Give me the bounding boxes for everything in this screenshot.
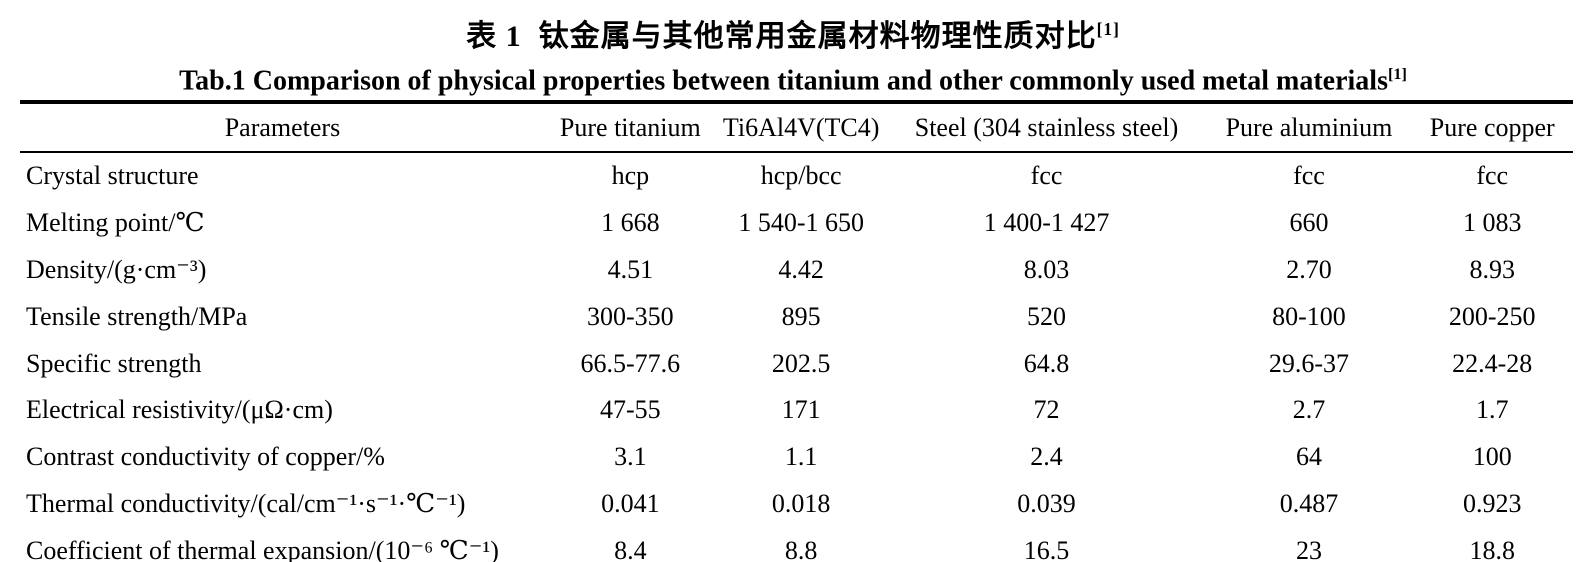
value-cell-steel-304-stainless-steel: 16.5 (1023, 535, 1070, 562)
value-cell-steel-304-stainless-steel: 64.8 (1023, 348, 1070, 378)
value-cell-steel-304-stainless-steel: 520 (1027, 301, 1067, 331)
value-cell-pure-titanium: 66.5-77.6 (580, 348, 681, 378)
value-cell-pure-copper: 18.8 (1469, 535, 1515, 562)
parameter-cell: Coefficient of thermal expansion/(10⁻⁶ ℃… (26, 535, 499, 562)
value-cell-steel-304-stainless-steel: 72 (1033, 395, 1060, 425)
value-cell-pure-aluminium: 80-100 (1272, 301, 1346, 331)
value-cell-steel-304-stainless-steel: 0.039 (1017, 488, 1076, 518)
parameter-cell: Density/(g·cm⁻³) (26, 254, 207, 284)
column-header-pure-aluminium: Pure aluminium (1225, 112, 1393, 142)
value-cell-ti6al4v-tc4: 202.5 (771, 348, 831, 378)
parameter-cell: Specific strength (26, 348, 202, 378)
citation-marker: [1] (1387, 65, 1407, 83)
value-cell-steel-304-stainless-steel: 2.4 (1030, 442, 1063, 472)
table-header-row: Parameters Pure titanium Ti6Al4V(TC4) Steel… (20, 102, 1573, 152)
table-title-english: Tab.1 Comparison of physical properties … (0, 56, 1586, 99)
value-cell-steel-304-stainless-steel: 1 400-1 427 (983, 208, 1110, 238)
table-row: Specific strength 66.5-77.6 202.5 64.8 29.6-… (20, 340, 1573, 387)
table-row: Density/(g·cm⁻³) 4.51 4.42 8.03 2.70 8.93 (20, 247, 1573, 294)
parameter-cell: Electrical resistivity/(μΩ·cm) (26, 395, 333, 425)
value-cell-pure-aluminium: 2.70 (1286, 254, 1332, 284)
value-cell-ti6al4v-tc4: 4.42 (778, 254, 824, 284)
value-cell-pure-aluminium: 2.7 (1292, 395, 1326, 425)
value-cell-pure-copper: 100 (1472, 442, 1512, 472)
value-cell-pure-titanium: 47-55 (600, 395, 661, 425)
properties-table: Parameters Pure titanium Ti6Al4V(TC4) Steel… (20, 100, 1573, 562)
table-title-english-text: Tab.1 Comparison of physical properties … (179, 65, 1388, 97)
value-cell-pure-titanium: 300-350 (587, 301, 674, 331)
value-cell-pure-aluminium: 0.487 (1279, 488, 1339, 518)
parameter-cell: Melting point/℃ (26, 208, 205, 238)
column-header-steel-304-stainless-steel: Steel (304 stainless steel) (914, 112, 1179, 142)
value-cell-pure-titanium: 0.041 (601, 488, 660, 518)
value-cell-pure-copper: 8.93 (1469, 254, 1515, 284)
value-cell-pure-copper: 22.4-28 (1452, 348, 1533, 378)
value-cell-pure-aluminium: 29.6-37 (1268, 348, 1350, 378)
value-cell-pure-titanium: 1 668 (601, 208, 660, 238)
value-cell-pure-aluminium: 64 (1295, 442, 1322, 472)
table-captions: 表 1 钛金属与其他常用金属材料物理性质对比[1] Tab.1 Comparis… (0, 0, 1586, 99)
value-cell-ti6al4v-tc4: 8.8 (784, 535, 818, 562)
parameter-cell: Tensile strength/MPa (26, 301, 248, 331)
value-cell-ti6al4v-tc4: hcp/bcc (760, 161, 842, 191)
value-cell-steel-304-stainless-steel: fcc (1030, 161, 1063, 191)
value-cell-pure-copper: 1.7 (1475, 395, 1509, 425)
value-cell-ti6al4v-tc4: 171 (781, 395, 821, 425)
table-body: Crystal structure hcp hcp/bcc fcc fcc fcc Melt… (20, 152, 1573, 562)
value-cell-ti6al4v-tc4: 1 540-1 650 (738, 208, 864, 238)
value-cell-pure-titanium: 3.1 (614, 442, 647, 472)
table-row: Contrast conductivity of copper/% 3.1 1.1 2… (20, 434, 1573, 481)
column-header-pure-copper: Pure copper (1429, 112, 1555, 142)
value-cell-pure-aluminium: fcc (1293, 161, 1325, 191)
value-cell-ti6al4v-tc4: 0.018 (771, 488, 831, 518)
value-cell-ti6al4v-tc4: 1.1 (784, 442, 818, 472)
value-cell-pure-copper: 1 083 (1462, 208, 1522, 238)
table-row: Coefficient of thermal expansion/(10⁻⁶ ℃… (20, 527, 1573, 562)
value-cell-pure-copper: 200-250 (1448, 301, 1536, 331)
value-cell-pure-copper: 0.923 (1462, 488, 1522, 518)
value-cell-pure-titanium: 4.51 (607, 254, 654, 284)
column-header-pure-titanium: Pure titanium (559, 112, 701, 142)
value-cell-pure-aluminium: 660 (1289, 208, 1329, 238)
value-cell-steel-304-stainless-steel: 8.03 (1023, 254, 1070, 284)
table-row: Electrical resistivity/(μΩ·cm) 47-55 171 72… (20, 387, 1573, 434)
parameter-cell: Contrast conductivity of copper/% (26, 442, 385, 472)
value-cell-pure-aluminium: 23 (1295, 535, 1322, 562)
table-row: Thermal conductivity/(cal/cm⁻¹·s⁻¹·℃⁻¹) 0… (20, 481, 1573, 528)
value-cell-pure-copper: fcc (1476, 161, 1509, 191)
citation-marker: [1] (1096, 19, 1120, 39)
parameter-cell: Crystal structure (26, 161, 199, 191)
value-cell-pure-titanium: 8.4 (614, 535, 647, 562)
parameter-cell: Thermal conductivity/(cal/cm⁻¹·s⁻¹·℃⁻¹) (26, 488, 466, 518)
value-cell-ti6al4v-tc4: 895 (781, 301, 821, 331)
table-title-chinese-text: 表 1 钛金属与其他常用金属材料物理性质对比 (466, 20, 1097, 53)
table-title-chinese: 表 1 钛金属与其他常用金属材料物理性质对比[1] (0, 10, 1586, 56)
column-header-parameters: Parameters (224, 112, 341, 142)
table-row: Tensile strength/MPa 300-350 895 520 80-100 2… (20, 293, 1573, 340)
value-cell-pure-titanium: hcp (611, 161, 650, 191)
table-row: Melting point/℃ 1 668 1 540-1 650 1 400-1 4… (20, 200, 1573, 247)
table-row: Crystal structure hcp hcp/bcc fcc fcc fcc (20, 152, 1573, 200)
column-header-ti6al4v-tc4: Ti6Al4V(TC4) (722, 112, 880, 142)
